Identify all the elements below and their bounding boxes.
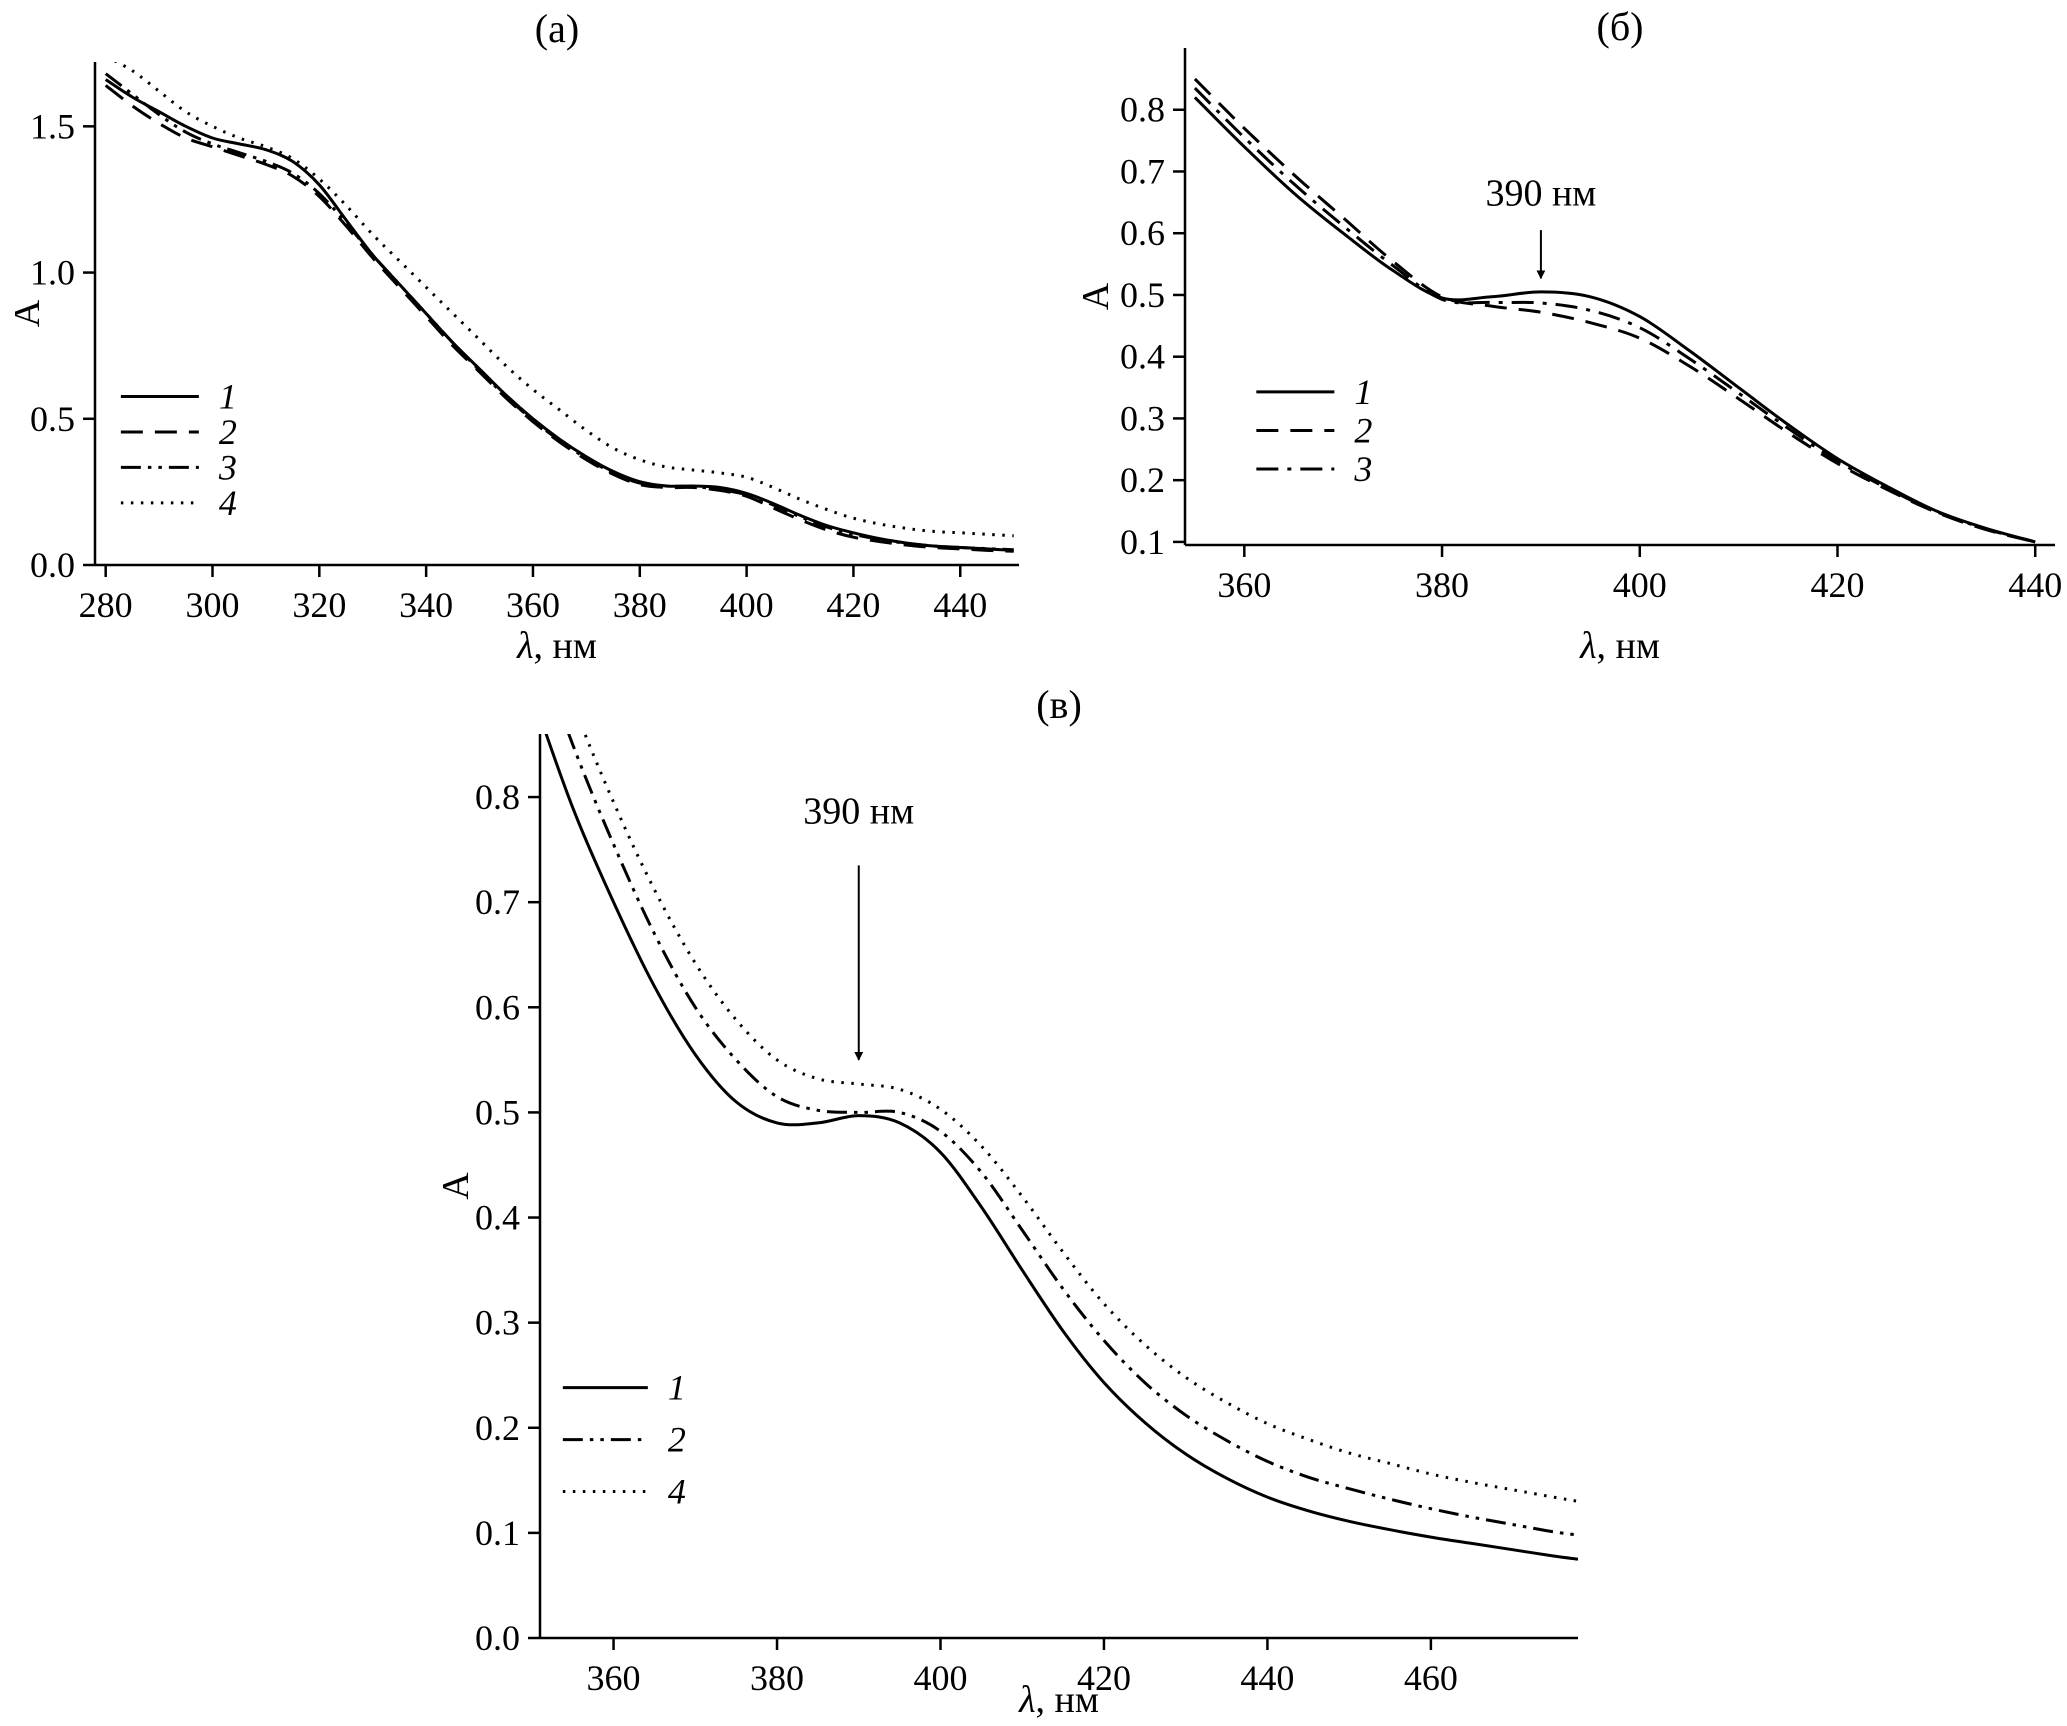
- x-tick-label: 320: [292, 585, 346, 625]
- series-curve-3: [1193, 87, 2036, 544]
- x-tick-label: 380: [1415, 565, 1469, 605]
- y-tick-label: 0.5: [475, 1092, 520, 1132]
- chart-title: (б): [1597, 4, 1644, 49]
- chart-panel-b: 360 380 400 420 440 0.1 0.2 0.3 0.4 0.5 0.6 0.7 0.8 (…: [1060, 0, 2067, 672]
- y-tick-label: 0.1: [475, 1513, 520, 1553]
- legend-label-3: 3: [1353, 449, 1372, 489]
- x-tick-label: 460: [1404, 1658, 1458, 1698]
- series-curve-4: [113, 62, 1014, 538]
- x-tick-label: 440: [1240, 1658, 1294, 1698]
- x-tick-label: 400: [1613, 565, 1667, 605]
- x-tick-label: 400: [720, 585, 774, 625]
- chart-svg-c: 360 380 400 420 440 460 0.0 0.1 0.2 0.3 0.4 0.5 0.6 0…: [435, 688, 1578, 1721]
- chart-panel-c: 360 380 400 420 440 460 0.0 0.1 0.2 0.3 0.4 0.5 0.6 0…: [420, 688, 1600, 1726]
- y-tick-label: 0.3: [1120, 398, 1165, 438]
- legend-label-3: 3: [218, 447, 237, 487]
- y-tick-label: 1.5: [30, 106, 75, 146]
- legend-label-1: 1: [668, 1368, 686, 1408]
- legend-label-4: 4: [668, 1472, 686, 1512]
- y-tick-label: 0.4: [475, 1198, 520, 1238]
- x-tick-label: 380: [750, 1658, 804, 1698]
- x-tick-label: 440: [2008, 565, 2062, 605]
- x-tick-label: 360: [506, 585, 560, 625]
- series-curve-4: [583, 734, 1578, 1503]
- y-tick-label: 0.2: [1120, 460, 1165, 500]
- x-tick-label: 420: [826, 585, 880, 625]
- chart-title: (а): [535, 6, 579, 51]
- y-tick-label: 0.7: [1120, 151, 1165, 191]
- legend-label-2: 2: [1354, 410, 1372, 450]
- y-tick-label: 0.1: [1120, 522, 1165, 562]
- x-tick-label: 400: [913, 1658, 967, 1698]
- x-axis-label: λ, нм: [1018, 1679, 1099, 1721]
- y-tick-label: 1.0: [30, 253, 75, 293]
- y-tick-label: 0.5: [30, 399, 75, 439]
- y-tick-label: 0.8: [475, 777, 520, 817]
- y-tick-label: 0.3: [475, 1303, 520, 1343]
- legend-label-1: 1: [219, 376, 237, 416]
- annotation-text: 390 нм: [803, 790, 914, 832]
- y-tick-label: 0.2: [475, 1408, 520, 1448]
- chart-svg-a: 280 300 320 340 360 380 400 420 440 0.0 0.5 1.0 1.5 (…: [15, 6, 1019, 667]
- x-tick-label: 420: [1077, 1658, 1131, 1698]
- y-tick-label: 0.6: [1120, 213, 1165, 253]
- x-tick-label: 440: [933, 585, 987, 625]
- y-tick-label: 0.8: [1120, 90, 1165, 130]
- y-axis-label: A: [1075, 282, 1117, 310]
- legend-label-1: 1: [1354, 372, 1372, 412]
- x-tick-label: 380: [613, 585, 667, 625]
- y-tick-label: 0.6: [475, 987, 520, 1027]
- series-curve-1: [544, 734, 1578, 1561]
- y-tick-label: 0.4: [1120, 337, 1165, 377]
- annotation-text: 390 нм: [1485, 172, 1596, 214]
- chart-svg-b: 360 380 400 420 440 0.1 0.2 0.3 0.4 0.5 0.6 0.7 0.8 (…: [1075, 4, 2062, 667]
- legend-label-2: 2: [668, 1420, 686, 1460]
- series-curve-2: [1193, 77, 2036, 544]
- x-tick-label: 280: [79, 585, 133, 625]
- legend-label-2: 2: [219, 412, 237, 452]
- x-tick-label: 340: [399, 585, 453, 625]
- x-tick-label: 360: [1217, 565, 1271, 605]
- series-curve-2: [567, 734, 1578, 1537]
- chart-panel-a: 280 300 320 340 360 380 400 420 440 0.0 0.5 1.0 1.5 (…: [15, 0, 1035, 672]
- series-curve-3: [104, 72, 1014, 552]
- x-tick-label: 300: [186, 585, 240, 625]
- series-curve-2: [104, 84, 1014, 553]
- x-tick-label: 360: [587, 1658, 641, 1698]
- x-axis-label: λ, нм: [1579, 625, 1660, 667]
- x-axis-label: λ, нм: [516, 625, 597, 667]
- legend-label-4: 4: [219, 483, 237, 523]
- y-tick-label: 0.7: [475, 882, 520, 922]
- y-axis-label: A: [15, 299, 48, 327]
- series-curve-1: [104, 78, 1014, 552]
- y-tick-label: 0.5: [1120, 275, 1165, 315]
- series-curve-1: [1193, 96, 2036, 544]
- y-tick-label: 0.0: [30, 545, 75, 585]
- y-tick-label: 0.0: [475, 1618, 520, 1658]
- x-tick-label: 420: [1811, 565, 1865, 605]
- chart-title: (в): [1036, 688, 1082, 727]
- y-axis-label: A: [435, 1172, 477, 1200]
